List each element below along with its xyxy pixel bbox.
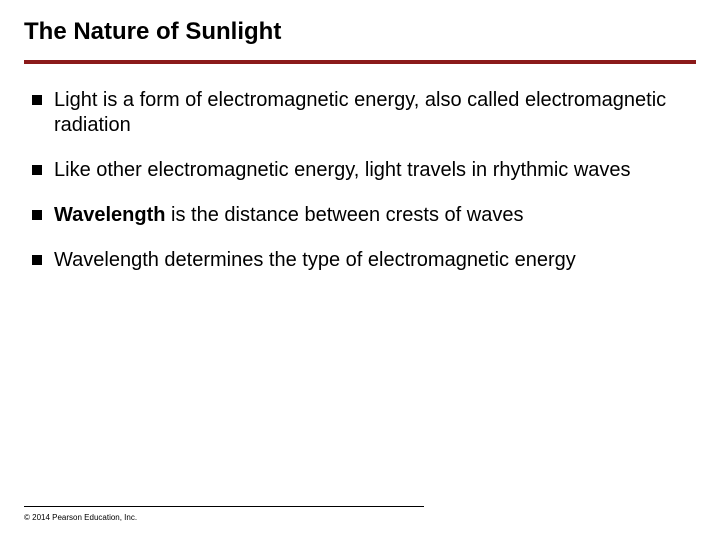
bullet-item: Wavelength determines the type of electr… — [32, 248, 696, 273]
title-rule — [24, 60, 696, 64]
bullet-item: Wavelength is the distance between crest… — [32, 203, 696, 228]
slide-title: The Nature of Sunlight — [24, 18, 696, 46]
slide: The Nature of Sunlight Light is a form o… — [0, 0, 720, 540]
bullet-item: Like other electromagnetic energy, light… — [32, 158, 696, 183]
bullet-item: Light is a form of electromagnetic energ… — [32, 88, 696, 138]
footer: © 2014 Pearson Education, Inc. — [24, 506, 696, 522]
copyright-text: © 2014 Pearson Education, Inc. — [24, 513, 696, 522]
bullet-text: Light is a form of electromagnetic energ… — [54, 89, 666, 136]
bullet-text: Like other electromagnetic energy, light… — [54, 159, 631, 181]
bullet-text: Wavelength determines the type of electr… — [54, 249, 576, 271]
bullet-list: Light is a form of electromagnetic energ… — [24, 88, 696, 273]
bullet-text: is the distance between crests of waves — [166, 204, 524, 226]
footer-divider — [24, 506, 424, 507]
bullet-bold-lead: Wavelength — [54, 204, 166, 226]
